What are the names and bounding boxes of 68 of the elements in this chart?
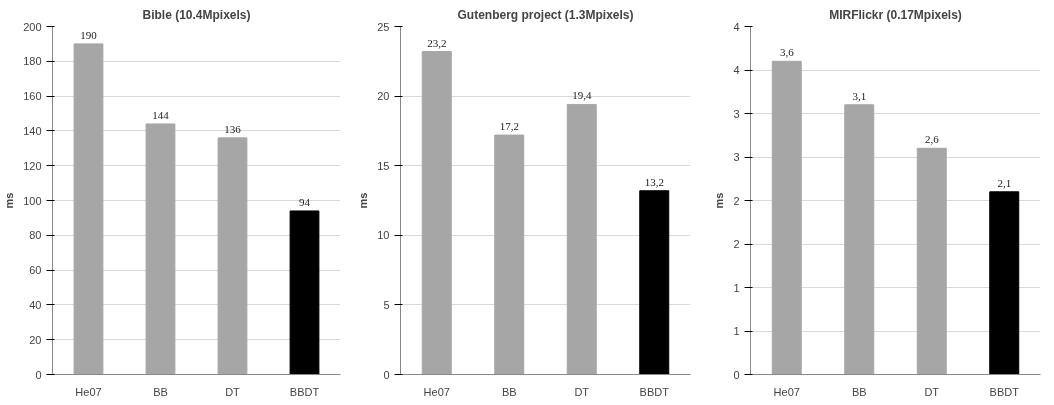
data-label: 17,2	[499, 120, 519, 133]
y-tick-label: 20	[29, 333, 42, 346]
data-label: 13,2	[644, 175, 664, 188]
y-tick-label: 4	[733, 20, 740, 33]
data-label: 144	[152, 108, 170, 121]
y-tick-label: 25	[377, 20, 390, 33]
bar	[639, 190, 670, 375]
x-tick-label: DT	[225, 385, 241, 398]
x-tick-label: He07	[423, 385, 450, 398]
y-tick-label: 5	[383, 298, 390, 311]
chart-title: MIRFlickr (0.17Mpixels)	[829, 7, 962, 22]
y-tick-label: 4	[733, 64, 740, 76]
x-tick-label: BBDT	[639, 385, 670, 398]
data-label: 3,6	[779, 46, 795, 59]
x-tick-label: DT	[924, 385, 940, 398]
y-axis-title: ms	[3, 192, 16, 209]
y-tick-label: 120	[23, 159, 42, 172]
bar	[771, 60, 802, 375]
x-tick-label: BB	[851, 385, 867, 398]
y-tick-label: 0	[35, 368, 42, 381]
bar	[916, 147, 947, 375]
y-tick-label: 0	[383, 368, 390, 381]
data-label: 94	[299, 195, 311, 208]
data-label: 2,6	[924, 133, 940, 146]
data-label: 136	[224, 122, 242, 135]
x-tick-label: He07	[75, 385, 102, 398]
y-tick-label: 200	[23, 20, 42, 33]
bar	[566, 103, 597, 375]
y-tick-label: 100	[23, 194, 42, 207]
x-tick-label: BB	[501, 385, 517, 398]
y-tick-label: 3	[733, 151, 740, 163]
y-tick-label: 3	[733, 107, 740, 120]
data-label: 3,1	[852, 89, 867, 102]
x-tick-label: BBDT	[289, 385, 320, 398]
data-label: 23,2	[427, 36, 447, 49]
bar	[73, 43, 104, 375]
bar	[289, 210, 320, 375]
bar	[844, 104, 875, 375]
y-tick-label: 2	[733, 194, 740, 207]
y-tick-label: 0	[733, 368, 740, 381]
x-tick-label: DT	[574, 385, 590, 398]
y-tick-label: 80	[29, 229, 42, 242]
bar	[217, 137, 248, 375]
y-tick-label: 1	[733, 281, 740, 294]
y-tick-label: 60	[29, 264, 42, 277]
bar	[421, 51, 452, 375]
y-tick-label: 2	[733, 238, 740, 250]
y-tick-label: 40	[29, 298, 42, 311]
bar	[145, 123, 176, 375]
x-tick-label: BBDT	[989, 385, 1020, 398]
y-tick-label: 15	[377, 159, 390, 172]
data-label: 19,4	[572, 89, 592, 102]
chart-title: Bible (10.4Mpixels)	[142, 7, 251, 22]
y-axis-title: ms	[357, 192, 370, 209]
y-tick-label: 160	[23, 90, 42, 103]
y-tick-label: 20	[377, 90, 390, 103]
y-tick-label: 10	[377, 229, 390, 242]
x-tick-label: BB	[153, 385, 168, 398]
y-tick-label: 180	[23, 55, 42, 68]
x-tick-label: He07	[773, 385, 800, 398]
data-label: 190	[80, 28, 98, 41]
chart-title: Gutenberg project (1.3Mpixels)	[457, 7, 634, 22]
data-label: 2,1	[997, 176, 1012, 189]
bar	[494, 134, 525, 375]
y-axis-title: ms	[713, 192, 726, 209]
y-tick-label: 1	[733, 325, 740, 337]
y-tick-label: 140	[23, 124, 42, 137]
bar	[989, 191, 1020, 375]
